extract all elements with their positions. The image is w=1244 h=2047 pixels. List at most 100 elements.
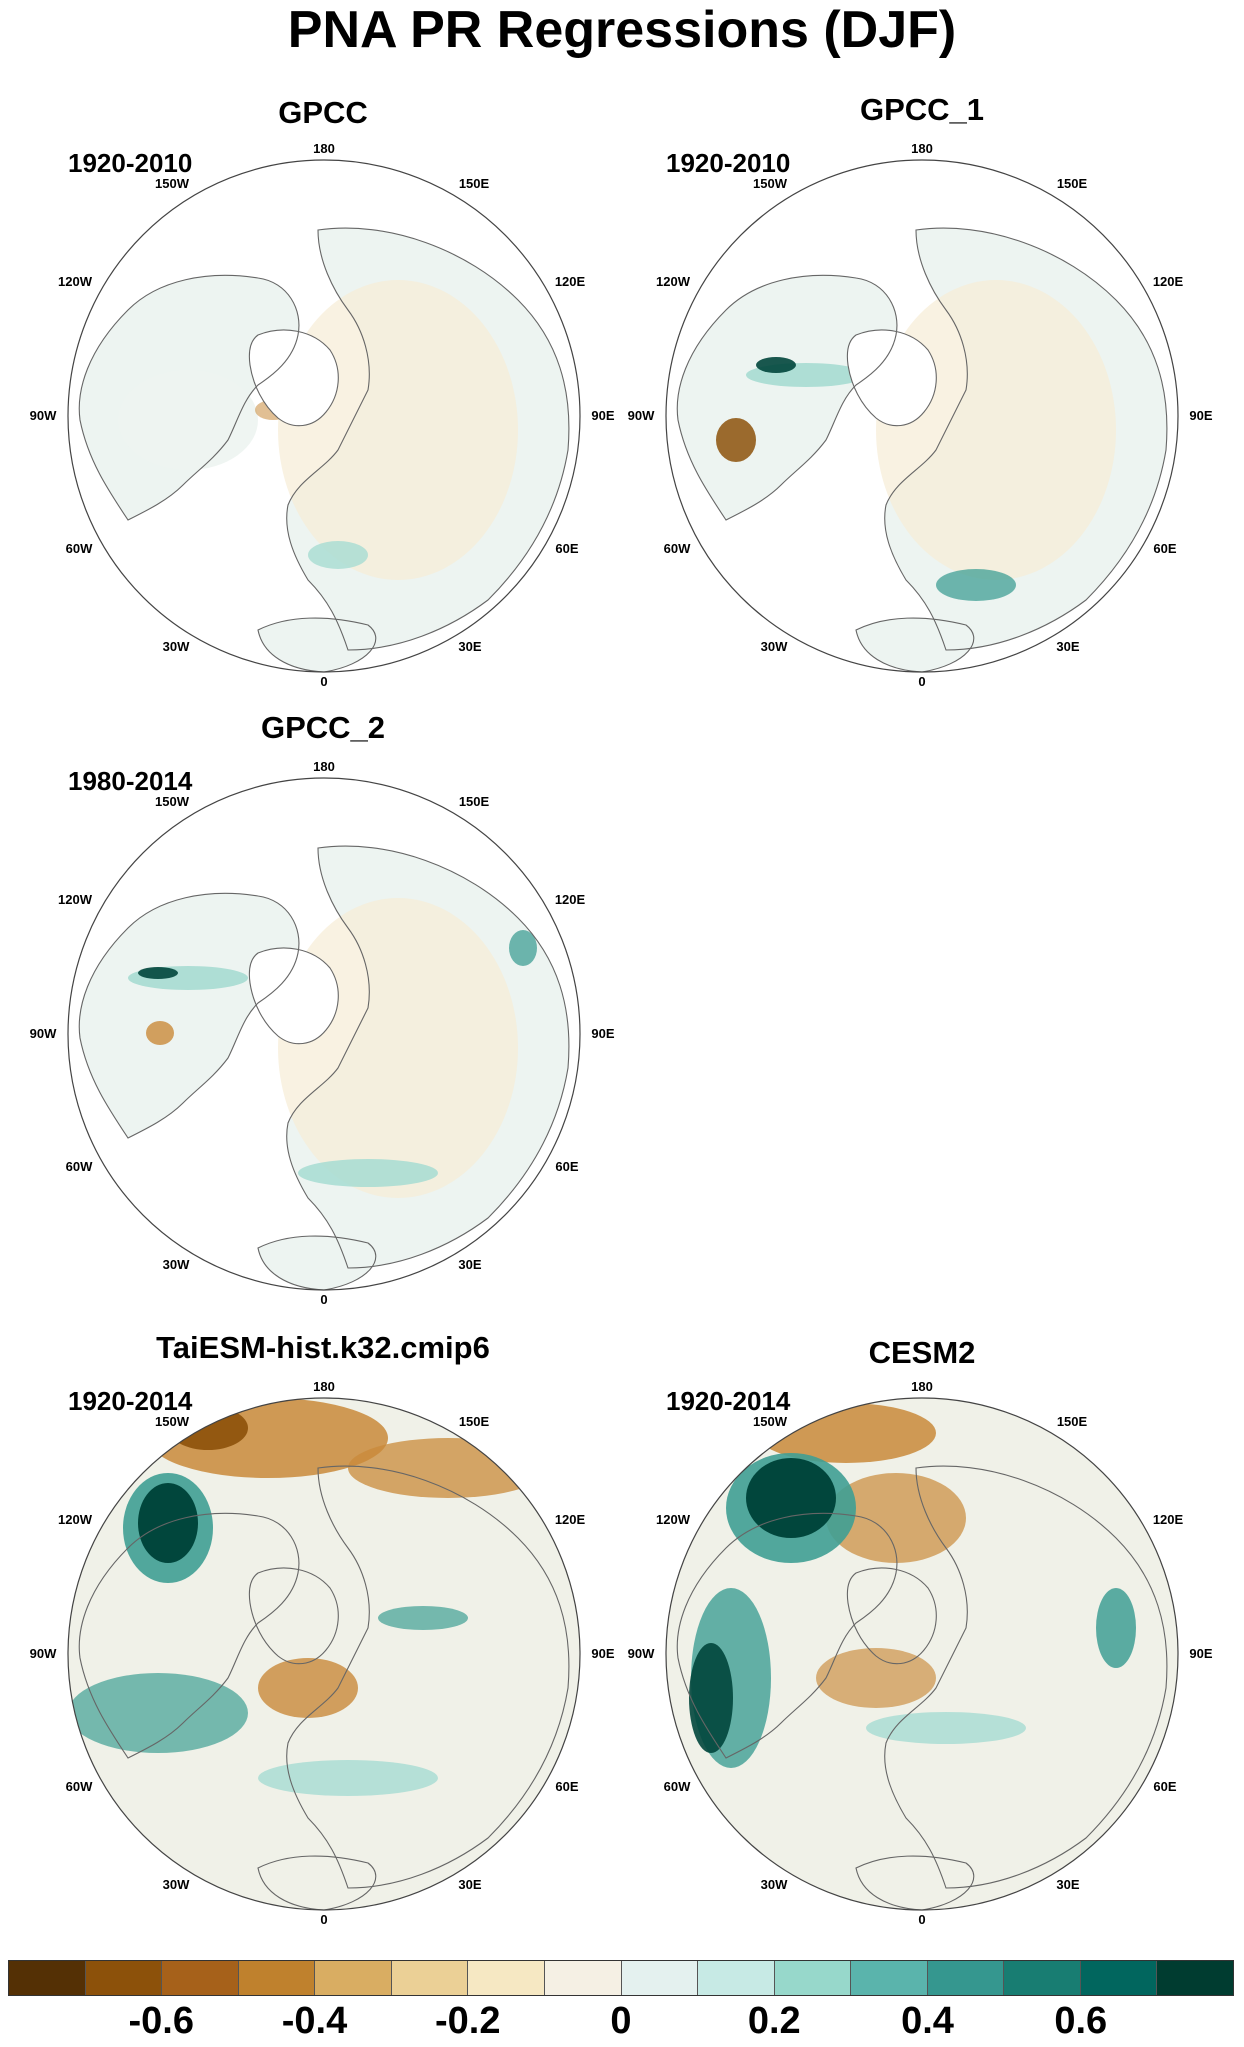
coastline <box>248 329 339 427</box>
colorbar-swatch <box>1157 1961 1233 1995</box>
anomaly-patch <box>68 1673 248 1753</box>
lon-label: 120E <box>1152 1512 1184 1527</box>
lon-label: 30W <box>760 1877 788 1892</box>
anomaly-patch <box>936 569 1016 601</box>
coastline <box>884 1465 1168 1889</box>
lon-label: 150W <box>753 1414 787 1429</box>
anomaly-patch <box>876 280 1116 580</box>
colorbar-swatch <box>927 1961 1005 1995</box>
lon-label: 120W <box>58 892 92 907</box>
colorbar-tick-label: 0.4 <box>901 2000 954 2042</box>
lon-label: 90E <box>591 1026 615 1041</box>
coastline <box>286 1465 570 1889</box>
lon-label: 180 <box>911 141 933 156</box>
lon-label: 180 <box>313 1379 335 1394</box>
lon-label: 60E <box>555 1779 579 1794</box>
coastline <box>286 845 570 1269</box>
panel-title-gpcc: GPCC <box>278 95 368 130</box>
lon-label: 30W <box>162 1877 190 1892</box>
colorbar-swatch <box>85 1961 163 1995</box>
lon-label: 60E <box>1153 1779 1177 1794</box>
land-mask <box>258 618 376 672</box>
lon-label: 60W <box>65 541 93 556</box>
lon-label: 90W <box>627 1646 655 1661</box>
colorbar-swatch <box>162 1961 239 1995</box>
colorbar-tick-label: -0.4 <box>281 2000 348 2042</box>
lon-label: 90E <box>1189 408 1213 423</box>
polar-map-cesm2 <box>665 1397 1179 1911</box>
map-border <box>67 1397 581 1911</box>
lon-label: 90W <box>627 408 655 423</box>
coastline <box>78 1512 300 1759</box>
lon-label: 150W <box>753 176 787 191</box>
lon-label: 0 <box>918 1912 926 1927</box>
colorbar-swatch <box>544 1961 622 1995</box>
panel-period-taiesm: 1920-2014 <box>68 1386 193 1416</box>
panel-period-gpcc-2: 1980-2014 <box>68 766 193 796</box>
lon-label: 30E <box>458 639 482 654</box>
colorbar-tick-label: 0 <box>610 2000 632 2042</box>
lon-label: 120E <box>554 274 586 289</box>
lon-label: 150E <box>1056 176 1088 191</box>
anomaly-patch <box>118 370 258 470</box>
lon-label: 120W <box>58 1512 92 1527</box>
lon-label: 90E <box>591 1646 615 1661</box>
anomaly-patch <box>509 930 537 966</box>
coastline <box>676 1512 898 1759</box>
greenland-mask <box>249 330 339 426</box>
lon-label: 180 <box>313 141 335 156</box>
lon-label: 0 <box>320 1912 328 1927</box>
colorbar-tick-label: -0.6 <box>128 2000 194 2042</box>
colorbar-swatch <box>774 1961 852 1995</box>
lon-label: 150E <box>458 1414 490 1429</box>
colorbar-swatch <box>621 1961 699 1995</box>
polar-map-gpcc <box>67 159 581 673</box>
coastline <box>676 274 898 521</box>
coastline <box>78 274 300 521</box>
anomaly-patch <box>278 898 518 1198</box>
lon-label: 0 <box>320 1292 328 1307</box>
coastline <box>78 892 300 1139</box>
anomaly-patch <box>278 280 518 580</box>
lon-label: 120W <box>58 274 92 289</box>
lon-label: 90E <box>591 408 615 423</box>
lon-label: 120E <box>554 1512 586 1527</box>
colorbar-swatch <box>698 1961 775 1995</box>
coastline <box>257 1235 377 1290</box>
lon-label: 150E <box>458 794 490 809</box>
lon-label: 180 <box>313 759 335 774</box>
lon-label: 30W <box>162 639 190 654</box>
colorbar-tick-label: 0.6 <box>1054 2000 1108 2042</box>
lon-label: 120W <box>656 1512 690 1527</box>
colorbar-swatch <box>1080 1961 1158 1995</box>
anomaly-patch <box>258 1658 358 1718</box>
panel-period-cesm2: 1920-2014 <box>666 1386 791 1416</box>
lon-label: 30E <box>1056 639 1080 654</box>
land-mask <box>856 618 974 672</box>
map-border <box>665 1397 1179 1911</box>
anomaly-patch <box>816 1648 936 1708</box>
coastline <box>257 1855 377 1910</box>
coastline <box>846 1567 937 1665</box>
colorbar-swatch <box>315 1961 392 1995</box>
panel-title-cesm2: CESM2 <box>868 1335 976 1370</box>
lon-label: 90W <box>29 1646 57 1661</box>
anomaly-patch <box>716 418 756 462</box>
anomaly-patch <box>826 1473 966 1563</box>
polar-map-gpcc-2 <box>67 777 581 1291</box>
colorbar-tick-label: -0.2 <box>435 2000 501 2042</box>
coastline <box>855 617 975 672</box>
lon-label: 90W <box>29 408 57 423</box>
colorbar-swatch <box>391 1961 469 1995</box>
panel-period-gpcc: 1920-2010 <box>68 148 193 178</box>
colorbar <box>8 1960 1234 1996</box>
colorbar-swatch <box>9 1961 86 1995</box>
lon-label: 30W <box>760 639 788 654</box>
lon-label: 150E <box>1056 1414 1088 1429</box>
polar-map-taiesm <box>67 1397 581 1911</box>
coastline <box>257 617 377 672</box>
map-border <box>67 159 581 673</box>
lon-label: 60W <box>663 1779 691 1794</box>
lon-label: 60E <box>555 1159 579 1174</box>
lon-label: 150W <box>155 1414 189 1429</box>
